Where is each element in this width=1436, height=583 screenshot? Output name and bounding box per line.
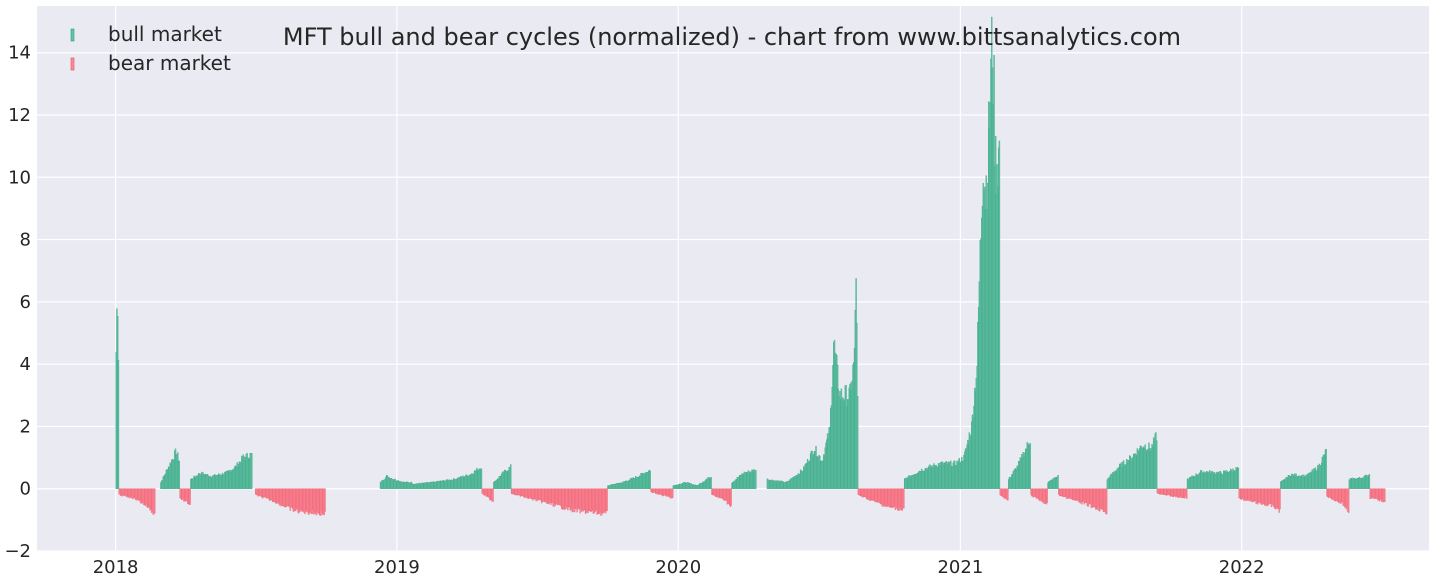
y-tick-label: 2	[20, 416, 31, 437]
bull-bar	[510, 464, 512, 489]
legend: bull market bear market	[70, 22, 231, 75]
bull-bar	[856, 396, 859, 489]
chart-title: MFT bull and bear cycles (normalized) - …	[283, 23, 1181, 51]
x-axis-ticks: 2018 2019 2020 2021 2022	[93, 557, 1265, 578]
y-tick-label: 10	[8, 167, 31, 188]
bull-bar	[710, 477, 712, 489]
bear-bar	[189, 488, 191, 505]
legend-bull-swatch	[70, 28, 75, 42]
bear-bar	[730, 488, 732, 506]
y-tick-label: 14	[8, 43, 31, 64]
bull-bar	[1325, 449, 1327, 489]
bear-bar	[1186, 488, 1188, 499]
bull-bar	[998, 140, 1001, 489]
bull-bar	[1057, 475, 1059, 489]
bull-bar	[649, 471, 651, 489]
y-tick-label: 4	[20, 354, 31, 375]
bull-bar	[1029, 443, 1031, 489]
bull-bar	[1368, 474, 1371, 489]
y-tick-label: 8	[20, 230, 31, 251]
bull-bar	[1237, 467, 1240, 489]
bear-bar	[606, 488, 608, 511]
bear-bar	[324, 488, 326, 512]
y-tick-label: 6	[20, 292, 31, 313]
bull-bar	[480, 468, 483, 489]
bear-bar	[1007, 488, 1009, 501]
y-axis-ticks: −2 0 2 4 6 8 10 12 14	[4, 43, 31, 562]
y-tick-label: −2	[4, 541, 31, 562]
bear-bar	[1347, 488, 1350, 513]
y-tick-label: 12	[8, 105, 31, 126]
bear-bar	[154, 488, 156, 514]
bear-bar	[1279, 488, 1281, 510]
legend-bear-swatch	[70, 57, 75, 71]
bull-bar	[1156, 440, 1158, 489]
legend-bull-label: bull market	[108, 22, 222, 46]
bear-bar	[1384, 488, 1386, 503]
bars	[115, 16, 1386, 516]
bear-bar	[492, 488, 494, 502]
x-tick-label: 2021	[937, 557, 983, 578]
legend-bear-label: bear market	[108, 51, 231, 75]
bull-bar	[251, 453, 253, 489]
y-tick-label: 0	[20, 479, 31, 500]
bear-bar	[1105, 488, 1108, 515]
x-tick-label: 2019	[374, 557, 420, 578]
bear-bar	[1046, 488, 1048, 503]
bull-bar	[117, 359, 120, 489]
x-tick-label: 2022	[1219, 557, 1265, 578]
bull-bar	[755, 470, 757, 489]
bull-bar	[178, 461, 181, 489]
x-tick-label: 2020	[655, 557, 701, 578]
x-tick-label: 2018	[93, 557, 139, 578]
bear-bar	[903, 488, 905, 509]
bear-bar	[671, 488, 674, 498]
plot-background	[37, 6, 1429, 551]
